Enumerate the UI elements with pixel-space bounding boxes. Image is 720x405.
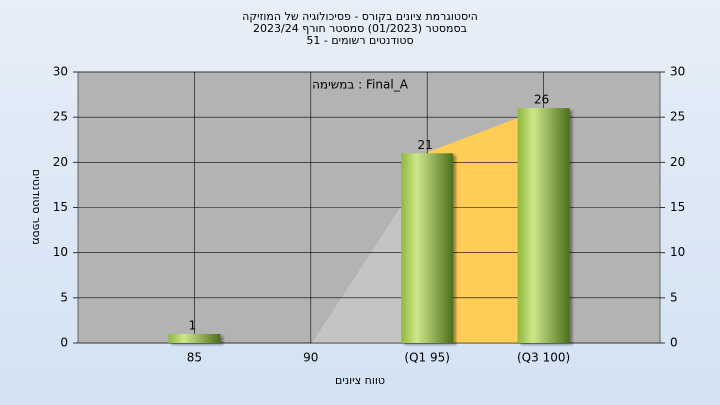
y-axis-label: מספר סטודנטים: [30, 169, 43, 245]
bar: [401, 153, 454, 343]
data-label: 1: [189, 318, 197, 332]
decor-area: [312, 165, 428, 343]
x-tick-label: 85: [187, 351, 202, 365]
y2-tick-label: 10: [670, 245, 685, 259]
y2-tick-label: 5: [670, 290, 678, 304]
y-tick-label: 30: [53, 65, 68, 79]
chart-title: בסמסטר (01/2023) סמסטר חורף 2023/24: [253, 22, 467, 35]
x-tick-label: 90: [303, 351, 318, 365]
y-tick-label: 0: [60, 336, 68, 350]
data-label: 26: [534, 93, 549, 107]
y-tick-label: 10: [53, 245, 68, 259]
data-label: 21: [418, 138, 433, 152]
y-tick-label: 25: [53, 110, 68, 124]
bar: [168, 333, 221, 343]
chart-title: סטודנטים רשומים - 51: [306, 34, 413, 47]
y2-tick-label: 25: [670, 110, 685, 124]
y2-tick-label: 20: [670, 155, 685, 169]
y-tick-label: 5: [60, 290, 68, 304]
y2-tick-label: 0: [670, 336, 678, 350]
y-tick-label: 15: [53, 200, 68, 214]
annotation: במשימה : Final_A: [312, 78, 409, 92]
y2-tick-label: 30: [670, 65, 685, 79]
chart-title: היסטוגרמת ציונים בקורס - פסיכולוגיה של ה…: [242, 10, 478, 23]
x-tick-label: (Q1 95): [404, 351, 450, 365]
y-tick-label: 20: [53, 155, 68, 169]
bar: [517, 108, 570, 343]
y2-tick-label: 15: [670, 200, 685, 214]
x-axis-label: טווח ציונים: [335, 374, 385, 387]
x-tick-label: (Q3 100): [517, 351, 570, 365]
